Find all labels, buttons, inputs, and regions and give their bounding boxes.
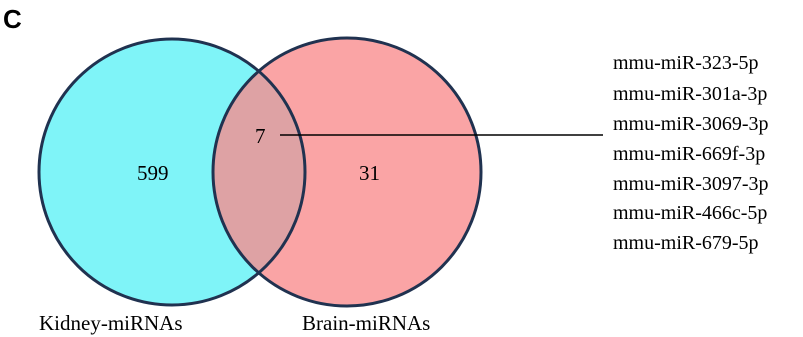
brain-set-outline (211, 36, 483, 308)
panel-label: C (3, 4, 22, 34)
mirna-item: mmu-miR-3069-3p (613, 113, 769, 135)
brain-only-count: 31 (359, 161, 380, 185)
mirna-item: mmu-miR-3097-3p (613, 173, 769, 195)
mirna-item: mmu-miR-301a-3p (613, 83, 767, 105)
mirna-item: mmu-miR-679-5p (613, 232, 759, 254)
kidney-only-count: 599 (137, 161, 169, 185)
shared-mirna-list: mmu-miR-323-5p mmu-miR-301a-3p mmu-miR-3… (613, 52, 769, 254)
brain-set-label: Brain-miRNAs (302, 311, 430, 335)
brain-set-circle (213, 38, 481, 306)
mirna-item: mmu-miR-466c-5p (613, 202, 767, 224)
mirna-item: mmu-miR-669f-3p (613, 143, 765, 165)
kidney-set-label: Kidney-miRNAs (39, 311, 183, 335)
shared-count: 7 (255, 124, 266, 148)
kidney-set-outline (37, 37, 307, 307)
mirna-item: mmu-miR-323-5p (613, 52, 759, 74)
